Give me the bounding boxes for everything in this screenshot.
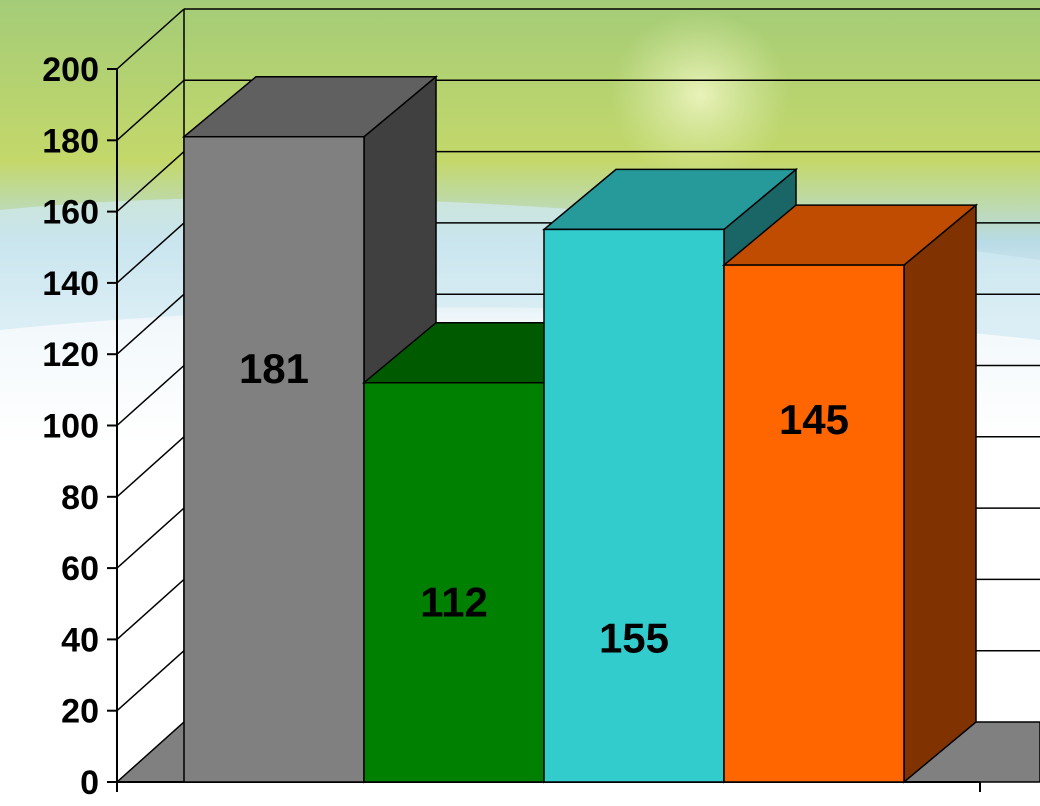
side-gridline: [116, 507, 185, 569]
side-gridline: [116, 293, 185, 355]
side-gridline: [116, 151, 185, 213]
bar-4: [721, 203, 979, 784]
side-gridline: [116, 364, 185, 427]
bar-front-face: [723, 264, 905, 783]
data-label-bar-3: 155: [599, 614, 669, 661]
y-tick-label: 40: [61, 621, 99, 659]
bar-front-face: [183, 135, 365, 783]
bar-front-face: [363, 381, 545, 783]
data-label-bar-2: 112: [420, 578, 488, 625]
bar-side-face: [903, 203, 977, 784]
y-tick-label: 200: [42, 51, 99, 89]
y-tick-label: 100: [42, 408, 99, 446]
y-tick-label: 120: [42, 336, 99, 374]
side-gridline: [116, 578, 185, 640]
y-tick-label: 60: [61, 550, 99, 588]
y-tick-label: 180: [42, 122, 99, 160]
y-tick-label: 20: [61, 693, 99, 731]
y-tick-label: 140: [42, 265, 99, 303]
y-tick-label: 160: [42, 194, 99, 232]
side-gridline: [116, 8, 185, 70]
side-gridline: [116, 222, 185, 284]
y-tick-label: 0: [80, 764, 99, 802]
side-gridline: [116, 650, 185, 712]
data-label-bar-1: 181: [239, 345, 309, 392]
side-gridline: [116, 79, 185, 141]
data-label-bar-4: 145: [779, 396, 849, 443]
bar-front-face: [543, 228, 725, 783]
y-tick-label: 80: [61, 479, 99, 517]
side-gridline: [116, 436, 185, 498]
